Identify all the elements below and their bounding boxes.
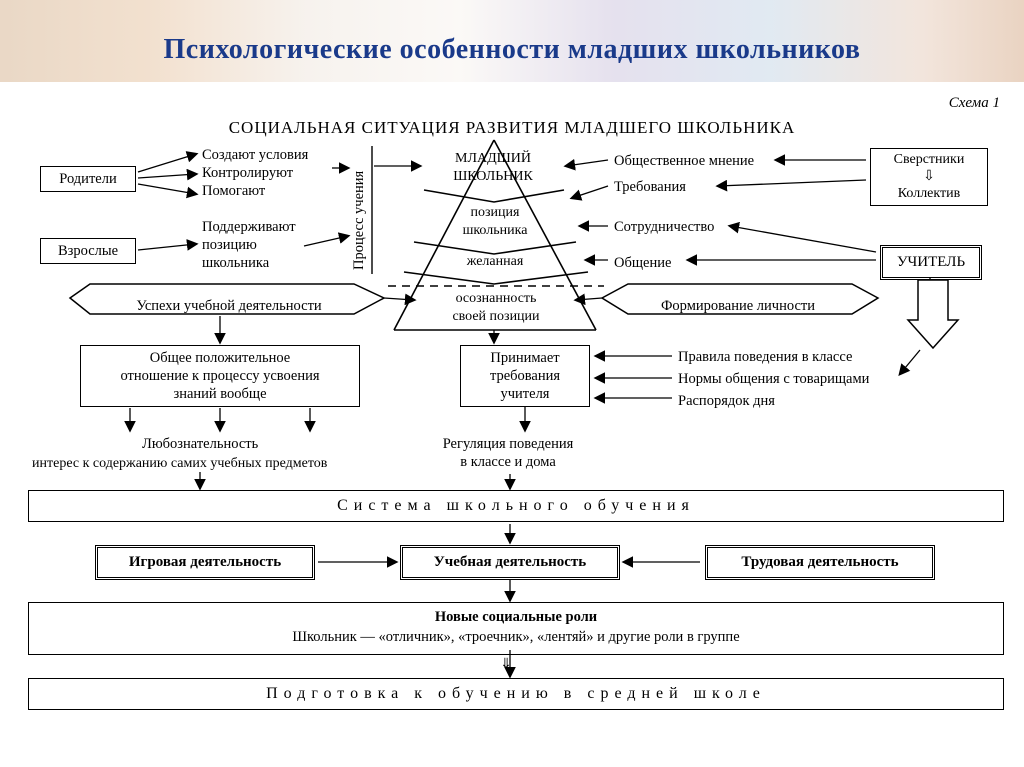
box-peers: Сверстники ⇩ Коллектив [870, 148, 988, 206]
bar-prep: Подготовка к обучению в средней школе [28, 678, 1004, 710]
scheme-label: Схема 1 [949, 95, 1000, 112]
pyramid-low: желанная [420, 253, 570, 271]
text-rules3: Распорядок дня [678, 392, 775, 410]
box-study-activity: Учебная деятельность [400, 545, 620, 580]
text-rules2: Нормы общения с товарищами [678, 370, 869, 388]
text-comm: Общение [614, 254, 671, 272]
text-demands: Требования [614, 178, 686, 196]
text-regulation: Регуляция поведения в классе и дома [408, 435, 608, 471]
text-curiosity: Любознательность [142, 435, 258, 453]
text-coop: Сотрудничество [614, 218, 714, 236]
diagram-subtitle: СОЦИАЛЬНАЯ СИТУАЦИЯ РАЗВИТИЯ МЛАДШЕГО ШК… [0, 118, 1024, 138]
svg-text:⇓: ⇓ [500, 657, 512, 672]
box-parents: Родители [40, 166, 136, 192]
text-interest: интерес к содержанию самих учебных предм… [32, 455, 327, 473]
box-teacher: УЧИТЕЛЬ [880, 245, 982, 280]
roles-title: Новые социальные роли [29, 608, 1003, 628]
text-parents-actions: Создают условия Контролируют Помогают [202, 146, 308, 200]
bar-roles: Новые социальные роли Школьник — «отличн… [28, 602, 1004, 655]
text-adults-actions: Поддерживают позицию школьника [202, 218, 296, 272]
text-opinion: Общественное мнение [614, 152, 754, 170]
pyramid-mid: позиция школьника [424, 204, 566, 239]
roles-body: Школьник — «отличник», «троечник», «лент… [29, 628, 1003, 648]
box-accepts: Принимает требования учителя [460, 345, 590, 407]
pyramid-bottom: осознанность своей позиции [416, 290, 576, 325]
text-formation: Формирование личности [628, 297, 848, 315]
box-game-activity: Игровая деятельность [95, 545, 315, 580]
bar-system: Система школьного обучения [28, 490, 1004, 522]
box-adults: Взрослые [40, 238, 136, 264]
page-title: Психологические особенности младших школ… [0, 34, 1024, 66]
text-process-vertical: Процесс учения [350, 150, 368, 270]
box-work-activity: Трудовая деятельность [705, 545, 935, 580]
text-success: Успехи учебной деятельности [94, 297, 364, 315]
pyramid-top: МЛАДШИЙ ШКОЛЬНИК [428, 150, 558, 185]
box-attitude: Общее положительное отношение к процессу… [80, 345, 360, 407]
text-rules1: Правила поведения в классе [678, 348, 852, 366]
